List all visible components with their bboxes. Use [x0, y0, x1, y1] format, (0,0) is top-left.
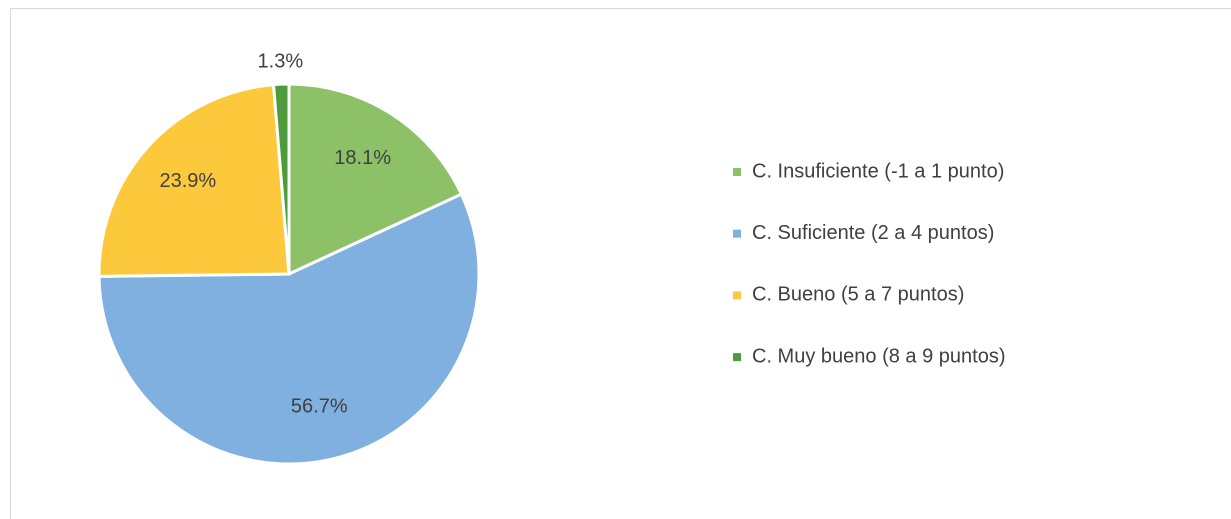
legend-label: C. Muy bueno (8 a 9 puntos) [752, 345, 1005, 367]
legend-label: C. Suficiente (2 a 4 puntos) [752, 222, 994, 244]
legend-marker [733, 291, 741, 300]
legend-label: C. Bueno (5 a 7 puntos) [752, 284, 964, 306]
pie-slice [287, 82, 464, 277]
data-label: 18.1% [334, 147, 391, 169]
data-label: 23.9% [159, 170, 216, 192]
legend-marker [733, 353, 741, 362]
pie-slice [97, 83, 291, 278]
data-label: 1.3% [258, 50, 304, 72]
legend-marker [733, 229, 741, 238]
data-label: 56.7% [291, 396, 348, 418]
pie-slice [271, 82, 291, 275]
pie-slice [97, 192, 481, 466]
legend-marker [733, 168, 741, 176]
legend-label: C. Insuficiente (-1 a 1 punto) [752, 160, 1004, 182]
